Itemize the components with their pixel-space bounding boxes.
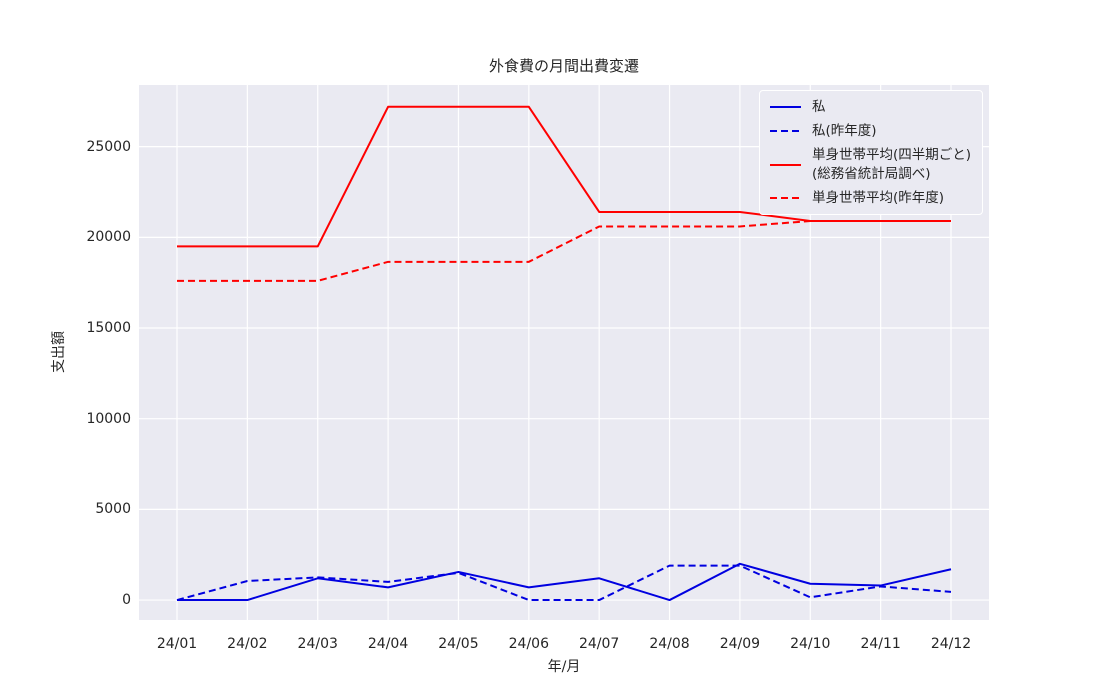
- legend-item-3: 単身世帯平均(昨年度): [769, 189, 971, 208]
- legend-line-swatch: [769, 106, 801, 109]
- x-tick-label: 24/06: [508, 636, 549, 652]
- x-tick-label: 24/02: [227, 636, 268, 652]
- legend-label: 単身世帯平均(昨年度): [811, 189, 944, 206]
- x-tick-label: 24/10: [790, 636, 831, 652]
- y-axis-label: 支出額: [51, 331, 67, 373]
- x-tick-label: 24/07: [578, 636, 620, 652]
- legend-line-swatch: [769, 163, 801, 166]
- legend-line-swatch: [769, 130, 801, 133]
- x-tick-label: 24/04: [367, 636, 409, 652]
- x-tick-label: 24/03: [297, 636, 338, 652]
- x-tick-label: 24/08: [649, 636, 690, 652]
- legend: 私私(昨年度) 単身世帯平均(四半期ごと) (総務省統計局調べ) 単身世帯平均(昨年…: [758, 90, 983, 216]
- series-line-0: [177, 562, 952, 602]
- x-tick-label: 24/05: [438, 636, 479, 652]
- legend-item-0: 私: [769, 98, 971, 117]
- y-tick-label: 20000: [86, 229, 131, 246]
- y-tick-label: 25000: [86, 138, 131, 155]
- y-tick-label: 10000: [86, 410, 131, 427]
- legend-label: 私: [811, 99, 826, 115]
- y-tick-label: 0: [122, 592, 131, 609]
- series-line-3: [177, 220, 951, 282]
- plot-area: 私私(昨年度) 単身世帯平均(四半期ごと) (総務省統計局調べ) 単身世帯平均(昨年…: [139, 85, 989, 620]
- legend-item-2: 単身世帯平均(四半期ごと) (総務省統計局調べ): [769, 146, 971, 184]
- legend-item-1: 私(昨年度): [769, 122, 971, 141]
- legend-label: 単身世帯平均(四半期ごと) (総務省統計局調べ): [811, 146, 971, 182]
- legend-label: 私(昨年度): [811, 122, 877, 139]
- chart-title: 外食費の月間出費変遷: [488, 57, 639, 75]
- x-axis-label: 年/月: [547, 659, 581, 675]
- y-tick-label: 5000: [95, 501, 131, 518]
- x-tick-label: 24/12: [930, 636, 972, 652]
- x-tick-label: 24/01: [156, 636, 198, 652]
- x-tick-label: 24/11: [860, 636, 901, 652]
- x-tick-label: 24/09: [719, 636, 761, 652]
- y-tick-label: 15000: [86, 320, 131, 337]
- legend-line-swatch: [769, 197, 801, 199]
- series-line-2: [177, 105, 951, 248]
